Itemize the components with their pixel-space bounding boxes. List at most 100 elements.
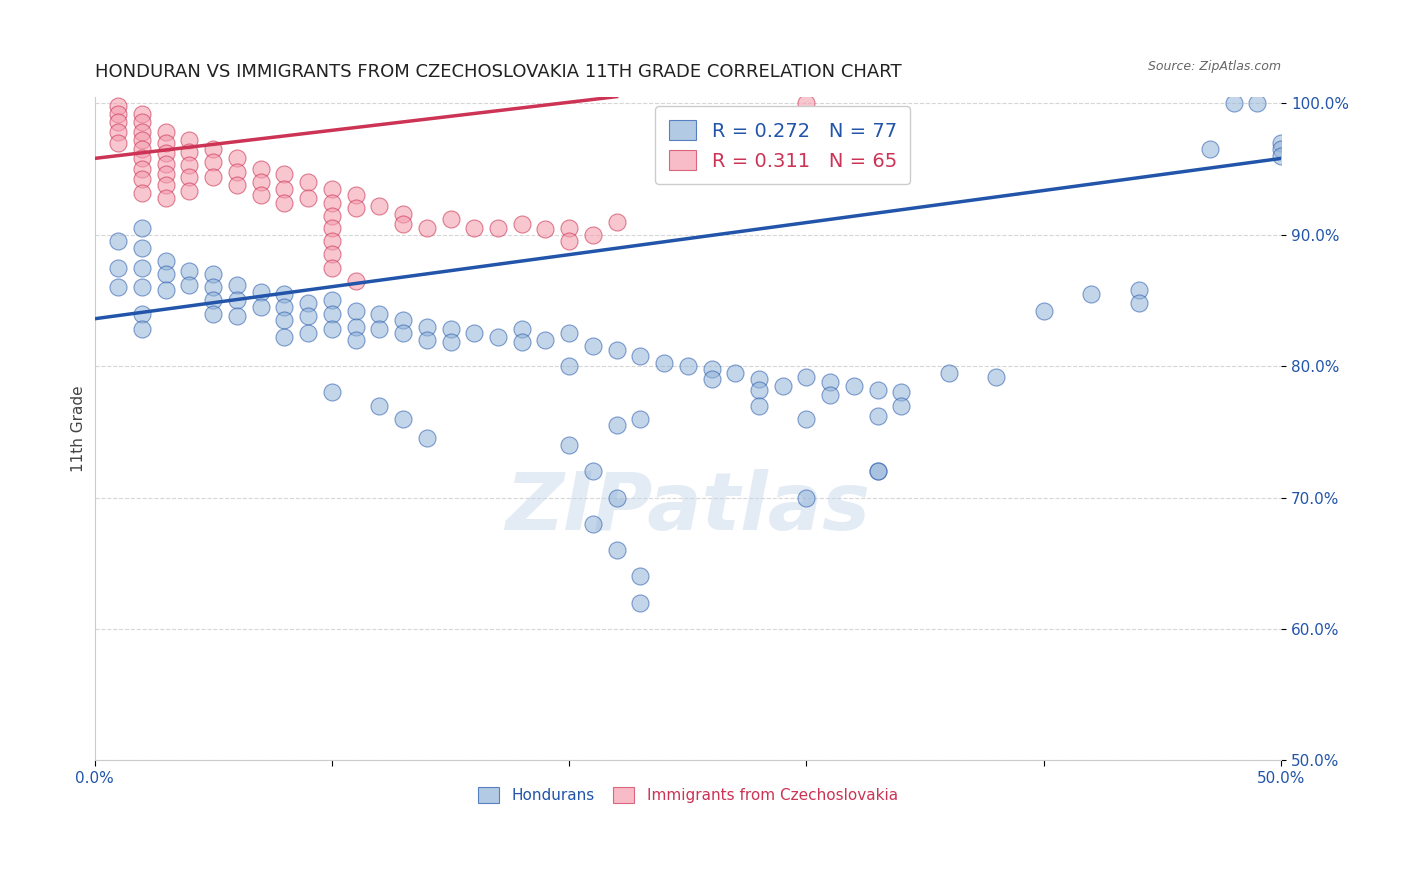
Point	[344, 333, 367, 347]
Point	[416, 333, 439, 347]
Point	[628, 411, 651, 425]
Point	[724, 366, 747, 380]
Point	[155, 125, 177, 139]
Point	[321, 209, 343, 223]
Point	[796, 491, 818, 505]
Point	[131, 221, 153, 235]
Point	[392, 326, 415, 341]
Point	[1032, 304, 1054, 318]
Point	[202, 293, 225, 308]
Point	[131, 260, 153, 275]
Point	[273, 286, 295, 301]
Point	[700, 372, 723, 386]
Point	[226, 309, 249, 323]
Point	[416, 221, 439, 235]
Point	[606, 343, 628, 358]
Point	[558, 326, 581, 341]
Point	[107, 125, 129, 139]
Point	[131, 125, 153, 139]
Point	[818, 375, 841, 389]
Point	[416, 431, 439, 445]
Point	[131, 306, 153, 320]
Point	[534, 333, 557, 347]
Point	[392, 206, 415, 220]
Point	[155, 156, 177, 170]
Point	[321, 385, 343, 400]
Point	[890, 385, 912, 400]
Point	[321, 322, 343, 336]
Point	[866, 409, 889, 423]
Point	[155, 267, 177, 281]
Legend: Hondurans, Immigrants from Czechoslovakia: Hondurans, Immigrants from Czechoslovaki…	[468, 778, 907, 813]
Point	[131, 152, 153, 166]
Point	[1199, 142, 1222, 156]
Point	[297, 309, 319, 323]
Point	[890, 399, 912, 413]
Point	[273, 167, 295, 181]
Point	[321, 260, 343, 275]
Point	[796, 369, 818, 384]
Point	[700, 361, 723, 376]
Point	[1222, 96, 1244, 111]
Point	[486, 330, 509, 344]
Y-axis label: 11th Grade: 11th Grade	[72, 385, 86, 472]
Point	[558, 359, 581, 373]
Point	[796, 96, 818, 111]
Point	[131, 133, 153, 147]
Point	[179, 133, 201, 147]
Point	[249, 175, 271, 189]
Point	[202, 280, 225, 294]
Point	[155, 254, 177, 268]
Point	[628, 349, 651, 363]
Point	[273, 300, 295, 314]
Point	[179, 158, 201, 172]
Point	[155, 191, 177, 205]
Point	[273, 196, 295, 211]
Point	[226, 293, 249, 308]
Point	[628, 569, 651, 583]
Point	[131, 186, 153, 200]
Point	[321, 293, 343, 308]
Point	[486, 221, 509, 235]
Point	[179, 264, 201, 278]
Point	[439, 322, 461, 336]
Point	[131, 241, 153, 255]
Point	[510, 322, 533, 336]
Point	[344, 188, 367, 202]
Point	[155, 136, 177, 150]
Point	[155, 283, 177, 297]
Point	[179, 277, 201, 292]
Text: Source: ZipAtlas.com: Source: ZipAtlas.com	[1149, 61, 1281, 73]
Point	[155, 167, 177, 181]
Point	[1270, 136, 1292, 150]
Point	[582, 464, 605, 478]
Point	[131, 322, 153, 336]
Point	[582, 227, 605, 242]
Point	[226, 152, 249, 166]
Point	[131, 114, 153, 128]
Point	[273, 313, 295, 327]
Point	[1080, 286, 1102, 301]
Text: ZIPatlas: ZIPatlas	[505, 469, 870, 547]
Point	[273, 181, 295, 195]
Point	[249, 300, 271, 314]
Point	[321, 234, 343, 248]
Point	[558, 438, 581, 452]
Point	[606, 214, 628, 228]
Point	[297, 296, 319, 310]
Point	[1246, 96, 1268, 111]
Point	[297, 175, 319, 189]
Point	[392, 411, 415, 425]
Point	[439, 335, 461, 350]
Point	[582, 339, 605, 353]
Point	[202, 142, 225, 156]
Point	[368, 322, 391, 336]
Point	[344, 319, 367, 334]
Point	[226, 178, 249, 192]
Point	[155, 178, 177, 192]
Point	[297, 326, 319, 341]
Point	[344, 274, 367, 288]
Point	[107, 106, 129, 120]
Point	[321, 196, 343, 211]
Point	[179, 169, 201, 184]
